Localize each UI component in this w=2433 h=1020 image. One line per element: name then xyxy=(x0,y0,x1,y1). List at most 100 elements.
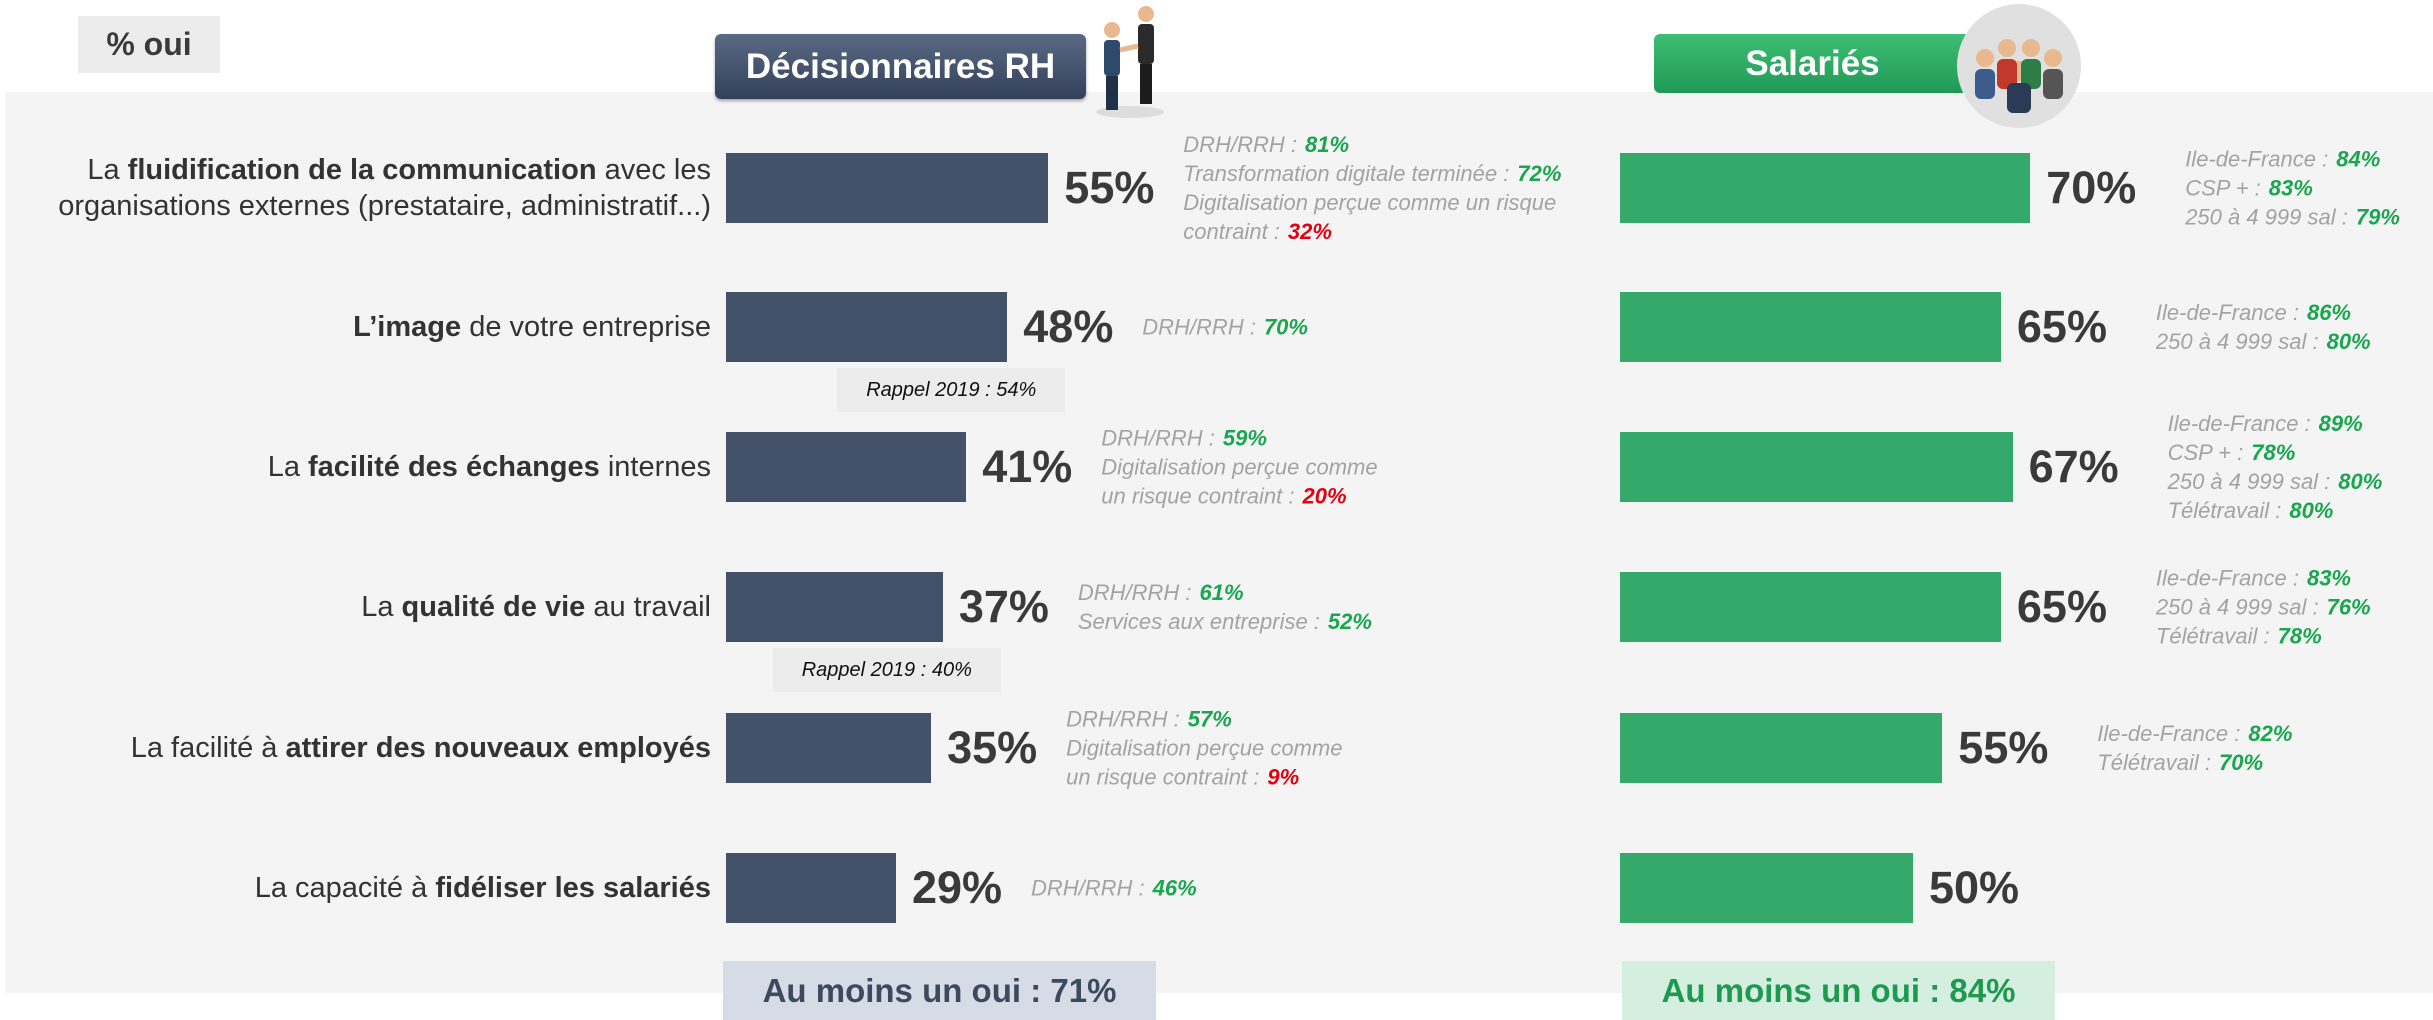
note-text: Télétravail : xyxy=(2156,624,2270,649)
value-label: 29% xyxy=(912,862,1002,914)
note-group: Ile-de-France :84%CSP + : 83% 250 à 4 999 … xyxy=(2185,145,2400,232)
footer: Au moins un oui : 71% xyxy=(723,961,1156,1020)
chart-title: Salariés xyxy=(1654,34,1971,93)
bar xyxy=(1620,572,2001,642)
value-label: 65% xyxy=(2017,581,2107,633)
note-value: 89% xyxy=(2319,411,2363,436)
note: Transformation digitale terminée :72% xyxy=(1183,159,1561,188)
note-text: CSP + : xyxy=(2168,440,2244,465)
note: Ile-de-France :82% xyxy=(2097,719,2292,748)
note-value: 80% xyxy=(2338,469,2382,494)
bar xyxy=(726,572,943,642)
note-value: 78% xyxy=(2251,440,2295,465)
note-text: DRH/RRH : xyxy=(1142,315,1256,340)
note-value: 70% xyxy=(1264,315,1308,340)
value-label: 70% xyxy=(2046,162,2136,214)
note-value: 78% xyxy=(2278,624,2322,649)
category-segment: La xyxy=(87,154,127,186)
category-segment: La xyxy=(268,451,308,483)
infographic: % oui Décisionnaires RH Salariés Au moin… xyxy=(0,0,2433,1020)
handshake-icon xyxy=(1090,0,1170,120)
note-value: 9% xyxy=(1267,765,1299,790)
note: Digitalisation perçue comme un risque co… xyxy=(1101,453,1377,511)
note: Services aux entreprise : 52% xyxy=(1078,607,1372,636)
note-text: Services aux entreprise : xyxy=(1078,609,1320,634)
bar xyxy=(1620,713,1942,783)
note: Télétravail :70% xyxy=(2097,748,2292,777)
note-text: DRH/RRH : xyxy=(1101,426,1215,451)
note-group: DRH/RRH : 59%Digitalisation perçue comme … xyxy=(1101,424,1377,511)
note-group: DRH/RRH :46% xyxy=(1031,874,1197,903)
note-group: DRH/RRH : 70% xyxy=(1142,313,1308,342)
value-label: 37% xyxy=(959,581,1049,633)
bar xyxy=(726,713,931,783)
bar xyxy=(726,432,966,502)
note-value: 20% xyxy=(1302,484,1346,509)
note: CSP + : 78% xyxy=(2168,438,2383,467)
note-group: DRH/RRH : 57%Digitalisation perçue comme … xyxy=(1066,705,1342,792)
category-label: La facilité à attirer des nouveaux emplo… xyxy=(11,730,711,766)
note: Télétravail : 80% xyxy=(2168,496,2383,525)
note-value: 72% xyxy=(1517,161,1561,186)
footer: Au moins un oui : 84% xyxy=(1622,961,2055,1020)
note-value: 76% xyxy=(2327,595,2371,620)
note: CSP + : 83% xyxy=(2185,174,2400,203)
value-label: 67% xyxy=(2029,441,2119,493)
category-segment: de votre entreprise xyxy=(461,311,711,343)
note-text: CSP + : xyxy=(2185,176,2261,201)
category-segment: fluidification de la communication xyxy=(128,154,597,186)
note-text: 250 à 4 999 sal : xyxy=(2156,329,2319,354)
note: DRH/RRH : 70% xyxy=(1142,313,1308,342)
note: Ile-de-France :89% xyxy=(2168,409,2383,438)
note-group: DRH/RRH :61%Services aux entreprise : 52% xyxy=(1078,578,1372,636)
note-text: DRH/RRH : xyxy=(1078,580,1192,605)
note: DRH/RRH :61% xyxy=(1078,578,1372,607)
note-value: 86% xyxy=(2307,300,2351,325)
note-text: DRH/RRH : xyxy=(1066,707,1180,732)
note-value: 84% xyxy=(2336,147,2380,172)
category-segment: au travail xyxy=(585,591,711,623)
category-segment: attirer des nouveaux employés xyxy=(286,732,712,764)
note-group: Ile-de-France :89%CSP + : 78% 250 à 4 999 … xyxy=(2168,409,2383,525)
note-value: 59% xyxy=(1223,426,1267,451)
value-label: 41% xyxy=(982,441,1072,493)
note-value: 80% xyxy=(2327,329,2371,354)
note-value: 80% xyxy=(2289,498,2333,523)
note-value: 57% xyxy=(1188,707,1232,732)
category-segment: L’image xyxy=(353,311,461,343)
chart-title: Décisionnaires RH xyxy=(715,34,1086,99)
category-segment: internes xyxy=(600,451,711,483)
value-label: 48% xyxy=(1023,301,1113,353)
note-group: Ile-de-France :83%250 à 4 999 sal :76%Té… xyxy=(2156,564,2371,651)
note: 250 à 4 999 sal :76% xyxy=(2156,593,2371,622)
unit-label: % oui xyxy=(78,16,220,73)
note-value: 46% xyxy=(1153,876,1197,901)
note: Digitalisation perçue comme un risque co… xyxy=(1183,188,1561,246)
note-value: 79% xyxy=(2356,205,2400,230)
bar xyxy=(1620,432,2013,502)
note-group: Ile-de-France :82%Télétravail :70% xyxy=(2097,719,2292,777)
note-group: DRH/RRH :81%Transformation digitale term… xyxy=(1183,130,1561,246)
note: Ile-de-France :84% xyxy=(2185,145,2400,174)
note: DRH/RRH :46% xyxy=(1031,874,1197,903)
recall-note: Rappel 2019 : 54% xyxy=(837,368,1065,412)
note: Digitalisation perçue comme un risque co… xyxy=(1066,734,1342,792)
note: Ile-de-France : 86% xyxy=(2156,298,2371,327)
note-value: 32% xyxy=(1288,219,1332,244)
note-text: DRH/RRH : xyxy=(1183,132,1297,157)
value-label: 35% xyxy=(947,722,1037,774)
people-icon xyxy=(1955,3,2083,129)
bar xyxy=(726,153,1048,223)
note-text: Télétravail : xyxy=(2168,498,2282,523)
note-value: 83% xyxy=(2269,176,2313,201)
note-value: 52% xyxy=(1328,609,1372,634)
category-segment: facilité des échanges xyxy=(308,451,600,483)
note-text: Ile-de-France : xyxy=(2156,300,2299,325)
note: Télétravail : 78% xyxy=(2156,622,2371,651)
note-value: 83% xyxy=(2307,566,2351,591)
note-text: 250 à 4 999 sal : xyxy=(2168,469,2331,494)
category-label: La facilité des échanges internes xyxy=(11,449,711,485)
category-label: L’image de votre entreprise xyxy=(11,309,711,345)
note-text: 250 à 4 999 sal : xyxy=(2185,205,2348,230)
value-label: 55% xyxy=(1958,722,2048,774)
